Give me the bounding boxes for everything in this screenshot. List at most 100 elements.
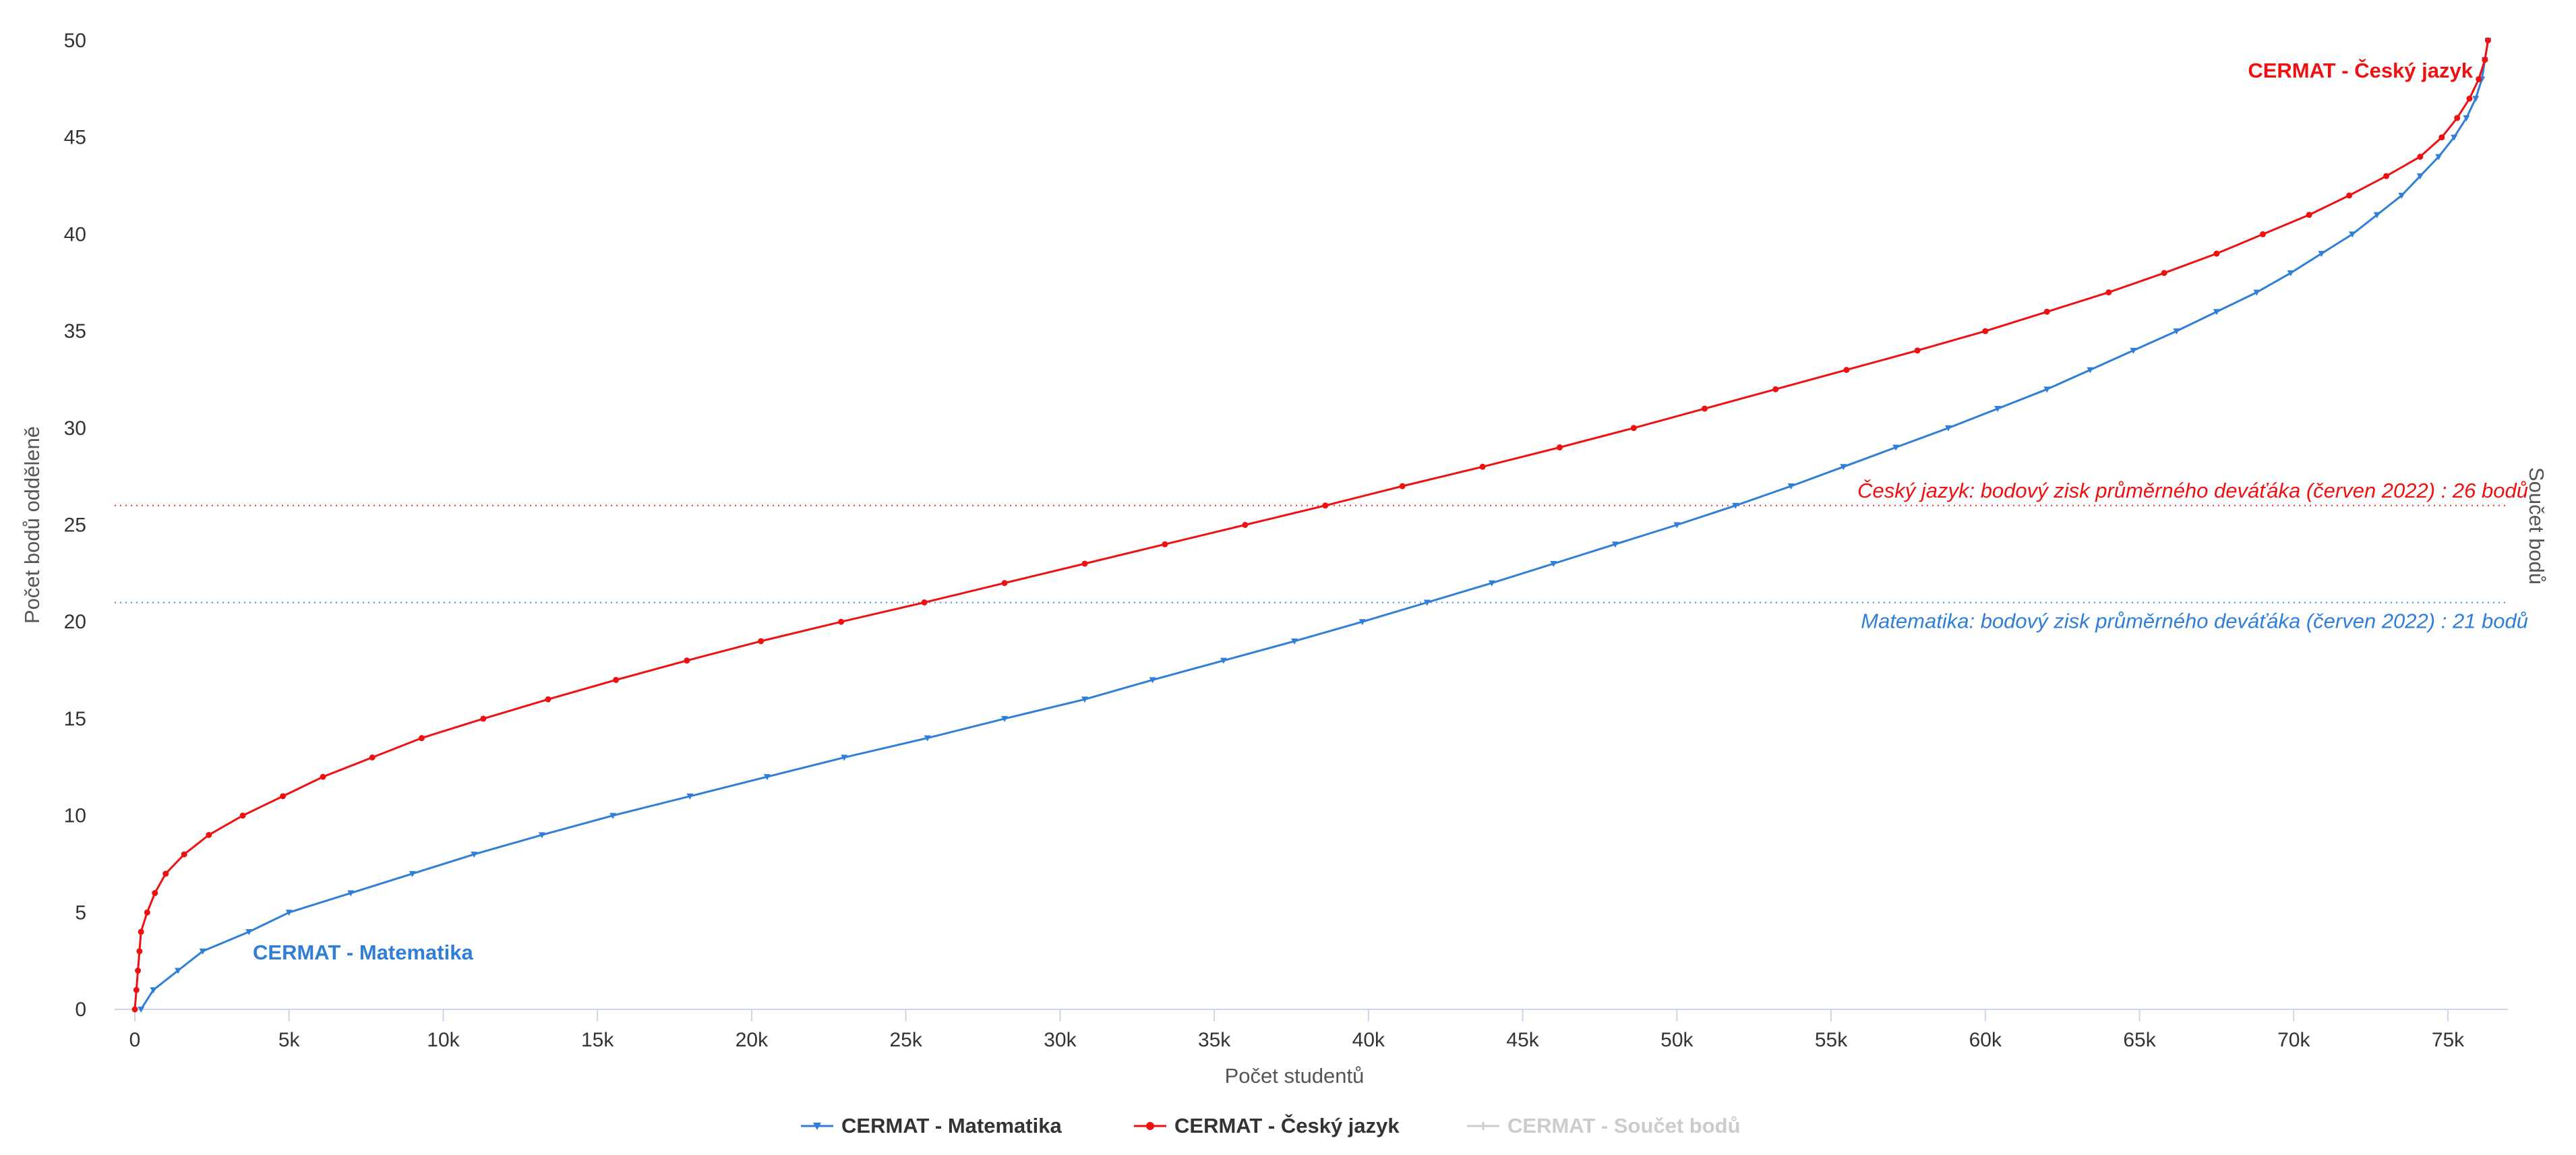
data-point[interactable]: [280, 793, 287, 800]
data-point[interactable]: [1242, 522, 1249, 528]
data-point[interactable]: [2373, 212, 2380, 218]
data-point[interactable]: [1001, 715, 1009, 722]
data-point[interactable]: [471, 852, 478, 858]
data-point[interactable]: [2472, 96, 2480, 102]
data-point[interactable]: [1220, 657, 1227, 664]
data-point[interactable]: [1358, 619, 1366, 626]
data-point[interactable]: [1611, 541, 1619, 548]
data-point[interactable]: [136, 948, 143, 955]
data-point[interactable]: [1556, 444, 1563, 451]
data-point[interactable]: [285, 910, 293, 916]
data-point[interactable]: [1994, 406, 2002, 413]
data-point[interactable]: [1914, 347, 1921, 354]
data-point[interactable]: [538, 832, 545, 839]
data-point[interactable]: [162, 870, 169, 877]
data-point[interactable]: [2398, 192, 2405, 199]
data-point[interactable]: [2349, 231, 2356, 238]
data-point[interactable]: [144, 909, 150, 916]
data-point[interactable]: [1399, 483, 1406, 490]
data-point[interactable]: [1081, 560, 1088, 567]
data-point[interactable]: [2454, 115, 2461, 121]
data-point[interactable]: [409, 870, 416, 877]
data-point[interactable]: [921, 599, 928, 605]
data-point[interactable]: [1081, 697, 1088, 703]
data-point[interactable]: [1162, 541, 1168, 547]
data-point[interactable]: [1840, 464, 1847, 471]
data-point[interactable]: [181, 851, 187, 858]
data-point[interactable]: [1423, 599, 1431, 606]
data-point[interactable]: [1892, 444, 1900, 451]
data-point[interactable]: [1787, 483, 1795, 490]
data-point[interactable]: [2482, 57, 2488, 63]
data-point[interactable]: [1702, 405, 1708, 412]
data-point[interactable]: [1291, 638, 1298, 645]
data-point[interactable]: [2213, 309, 2220, 316]
data-point[interactable]: [2484, 37, 2491, 44]
data-point[interactable]: [2105, 289, 2112, 296]
data-point[interactable]: [206, 831, 212, 838]
data-point[interactable]: [2346, 192, 2353, 199]
data-point[interactable]: [545, 696, 551, 703]
data-point[interactable]: [2435, 154, 2443, 160]
legend-item[interactable]: CERMAT - Český jazyk: [1134, 1113, 1400, 1137]
data-point[interactable]: [2383, 173, 2390, 179]
data-point[interactable]: [2318, 251, 2325, 258]
data-point[interactable]: [613, 676, 620, 683]
data-point[interactable]: [320, 773, 326, 780]
data-point[interactable]: [418, 735, 425, 742]
data-point[interactable]: [2451, 134, 2458, 141]
data-point[interactable]: [135, 968, 142, 974]
data-point[interactable]: [841, 754, 848, 761]
data-point[interactable]: [133, 986, 140, 993]
data-point[interactable]: [2287, 270, 2294, 276]
data-point[interactable]: [924, 735, 931, 742]
data-point[interactable]: [763, 774, 771, 781]
data-point[interactable]: [152, 890, 158, 897]
data-point[interactable]: [1772, 386, 1779, 392]
data-point[interactable]: [2438, 134, 2445, 141]
data-point[interactable]: [245, 929, 253, 936]
data-point[interactable]: [175, 968, 182, 974]
data-point[interactable]: [1732, 502, 1739, 509]
data-point[interactable]: [758, 638, 765, 645]
data-point[interactable]: [1149, 677, 1156, 684]
data-point[interactable]: [369, 754, 376, 761]
data-point[interactable]: [2417, 153, 2424, 160]
data-point[interactable]: [2466, 95, 2473, 102]
data-point[interactable]: [686, 793, 694, 800]
data-point[interactable]: [1322, 502, 1329, 509]
data-point[interactable]: [609, 812, 617, 819]
data-point[interactable]: [2043, 386, 2051, 393]
data-point[interactable]: [838, 618, 845, 625]
data-point[interactable]: [1550, 560, 1557, 567]
data-point[interactable]: [1630, 425, 1637, 432]
data-point[interactable]: [2463, 115, 2470, 121]
data-point[interactable]: [131, 1006, 138, 1013]
legend-item[interactable]: CERMAT - Matematika: [801, 1114, 1062, 1137]
legend-item[interactable]: CERMAT - Součet bodů: [1467, 1114, 1741, 1137]
data-point[interactable]: [2253, 289, 2260, 296]
data-point[interactable]: [2476, 76, 2482, 82]
data-point[interactable]: [1843, 367, 1850, 374]
data-point[interactable]: [1479, 463, 1486, 470]
data-point[interactable]: [1001, 580, 1008, 587]
data-point[interactable]: [1982, 328, 1989, 334]
data-point[interactable]: [1488, 580, 1495, 587]
data-point[interactable]: [138, 1007, 145, 1013]
data-point[interactable]: [480, 715, 487, 722]
data-point[interactable]: [1673, 522, 1681, 529]
data-point[interactable]: [2161, 270, 2167, 276]
data-point[interactable]: [347, 890, 355, 897]
data-point[interactable]: [684, 657, 690, 664]
data-point[interactable]: [2260, 231, 2267, 237]
data-point[interactable]: [150, 987, 157, 994]
data-point[interactable]: [2173, 328, 2180, 335]
data-point[interactable]: [2087, 367, 2094, 374]
data-point[interactable]: [2416, 173, 2424, 180]
data-point[interactable]: [138, 928, 144, 935]
data-point[interactable]: [1944, 425, 1952, 432]
data-point[interactable]: [2130, 347, 2137, 354]
data-point[interactable]: [2043, 308, 2050, 315]
data-point[interactable]: [199, 948, 206, 955]
data-point[interactable]: [2306, 212, 2312, 218]
